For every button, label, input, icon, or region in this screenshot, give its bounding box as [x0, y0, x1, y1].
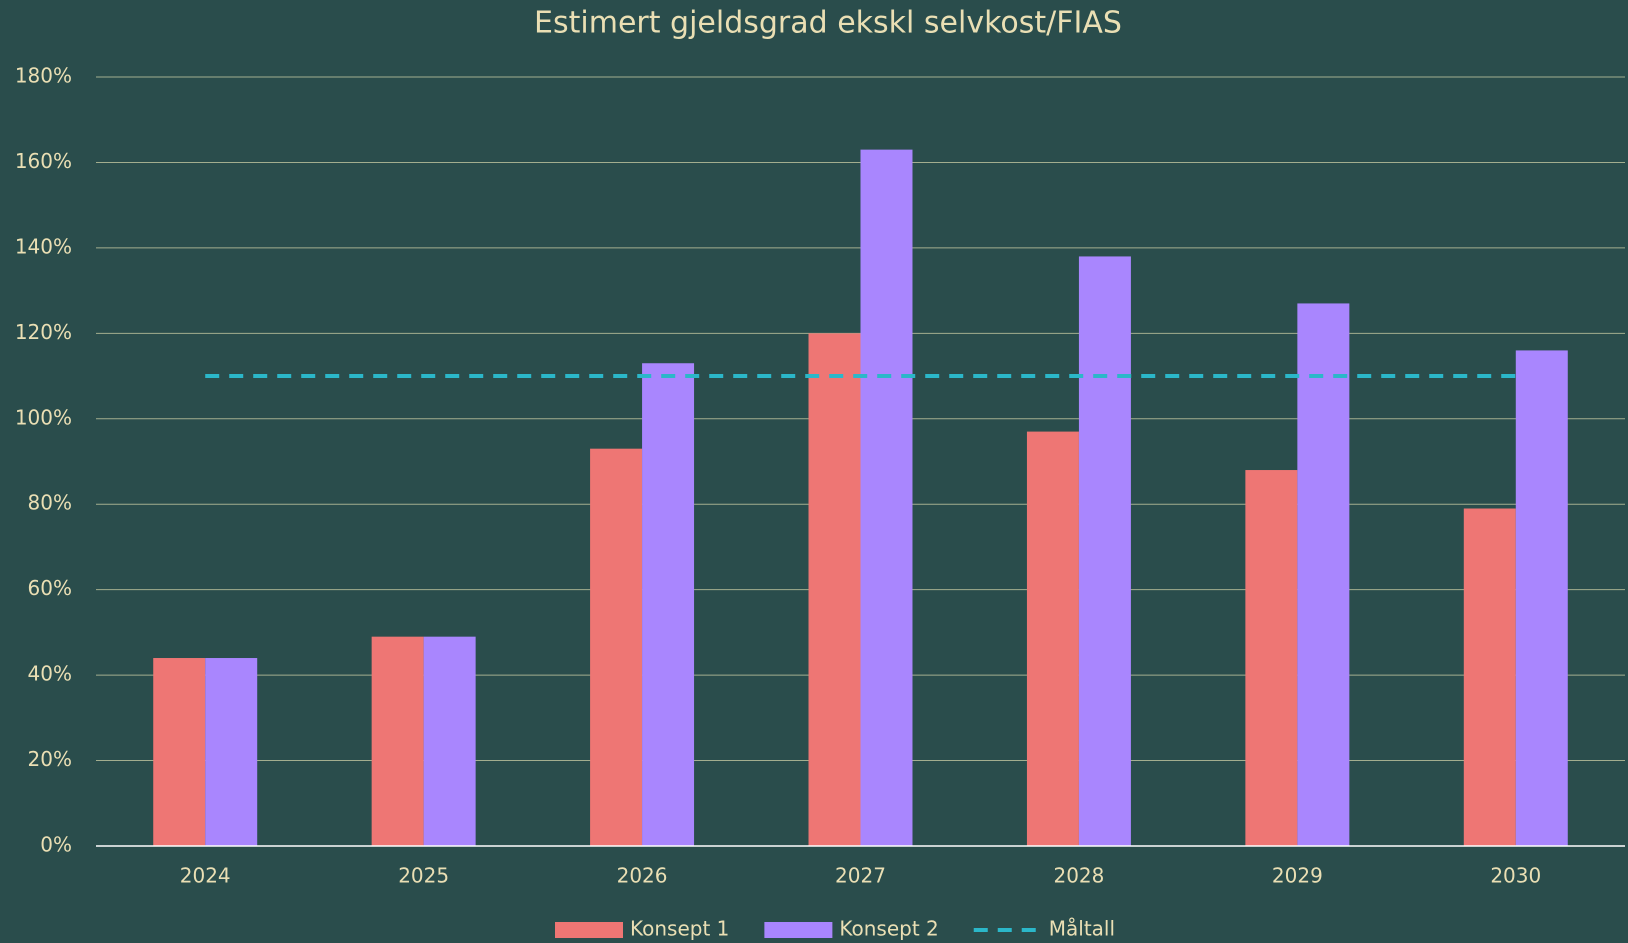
y-tick-label: 180% — [15, 64, 72, 88]
bar — [860, 149, 913, 846]
bar — [1297, 303, 1350, 847]
y-tick-label: 140% — [15, 234, 72, 258]
x-tick-label: 2027 — [835, 864, 886, 888]
bar — [1463, 508, 1516, 846]
bar — [423, 636, 476, 846]
bar — [1245, 470, 1298, 846]
x-tick-label: 2024 — [180, 864, 231, 888]
bar — [153, 658, 206, 846]
bar — [808, 333, 861, 846]
legend-label: Konsept 2 — [839, 917, 938, 941]
y-tick-label: 120% — [15, 320, 72, 344]
x-tick-label: 2025 — [398, 864, 449, 888]
bar — [205, 658, 258, 846]
y-tick-label: 80% — [28, 491, 72, 515]
bar — [1078, 256, 1131, 846]
legend-swatch — [555, 922, 623, 938]
legend-label: Konsept 1 — [630, 917, 729, 941]
chart-title: Estimert gjeldsgrad ekskl selvkost/FIAS — [534, 6, 1122, 41]
bar — [642, 363, 695, 846]
bar — [1026, 431, 1079, 846]
y-tick-label: 0% — [40, 833, 72, 857]
legend-label: Måltall — [1049, 917, 1115, 941]
y-tick-label: 60% — [28, 576, 72, 600]
bar — [590, 448, 643, 846]
y-tick-label: 20% — [28, 747, 72, 771]
y-tick-label: 40% — [28, 662, 72, 686]
bar — [1515, 350, 1568, 846]
x-tick-label: 2028 — [1053, 864, 1104, 888]
x-tick-label: 2029 — [1272, 864, 1323, 888]
y-tick-label: 160% — [15, 149, 72, 173]
legend-swatch — [764, 922, 833, 938]
x-tick-label: 2026 — [617, 864, 668, 888]
y-tick-label: 100% — [15, 405, 72, 429]
bar — [371, 636, 424, 846]
x-tick-label: 2030 — [1490, 864, 1541, 888]
